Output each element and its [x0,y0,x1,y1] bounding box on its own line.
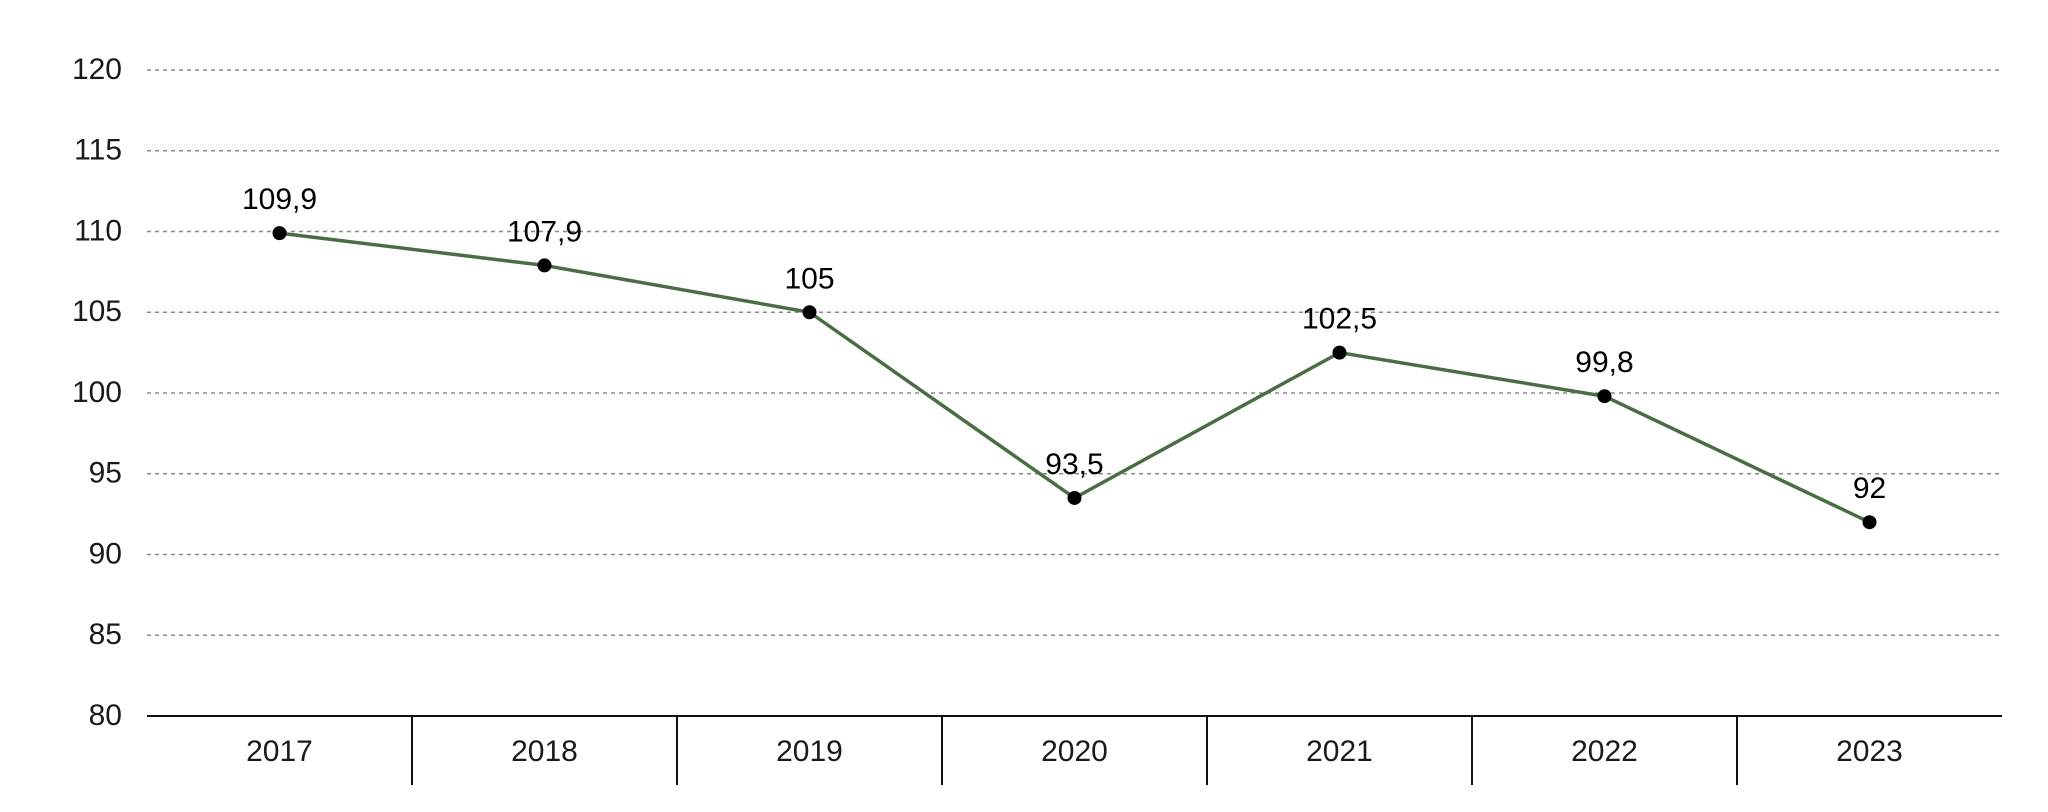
data-label: 99,8 [1575,346,1633,379]
y-tick-label: 95 [89,457,122,490]
x-tick-label: 2022 [1571,735,1638,768]
y-tick-label: 115 [74,134,122,167]
y-tick-label: 105 [72,295,122,328]
data-point-marker [1597,389,1612,404]
data-label: 102,5 [1302,303,1377,336]
data-point-marker [1862,515,1877,530]
data-labels: 109,9 107,9 105 93,5 102,5 99,8 92 [242,183,1886,505]
data-label: 105 [784,262,834,295]
x-tick-label: 2020 [1041,735,1108,768]
series-line [272,226,1877,530]
x-axis: 2017 2018 2019 2020 2021 2022 2023 [147,715,2002,785]
y-tick-label: 85 [89,618,122,651]
data-point-marker [802,305,817,320]
y-tick-label: 110 [74,214,122,247]
gridlines [147,69,2002,636]
data-label: 109,9 [242,183,317,216]
data-point-marker [1332,345,1347,360]
data-point-marker [272,226,287,241]
data-label: 107,9 [507,215,582,248]
data-label: 92 [1853,472,1886,505]
y-tick-label: 120 [72,53,122,86]
x-tick-label: 2017 [246,735,313,768]
x-tick-label: 2021 [1306,735,1373,768]
x-tick-label: 2023 [1836,735,1903,768]
data-point-marker [537,258,552,273]
y-tick-label: 100 [72,376,122,409]
x-tick-label: 2019 [776,735,843,768]
y-tick-label: 80 [89,699,122,732]
x-tick-label: 2018 [511,735,578,768]
data-point-marker [1067,490,1082,505]
data-label: 93,5 [1045,448,1103,481]
y-tick-label: 90 [89,537,122,570]
y-axis-ticks: 80 85 90 95 100 105 110 115 120 [72,53,122,732]
